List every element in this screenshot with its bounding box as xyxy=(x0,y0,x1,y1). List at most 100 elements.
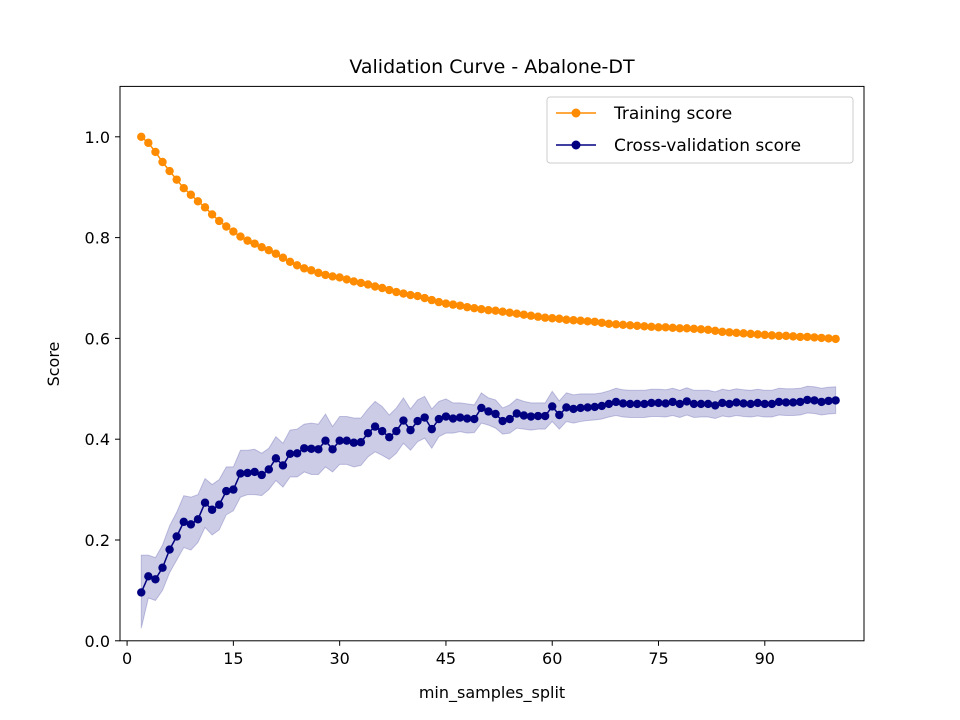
training-score-point xyxy=(526,311,536,320)
training-score-point xyxy=(441,299,451,308)
y-tick-label: 0.4 xyxy=(85,430,110,449)
cross-validation-score-point xyxy=(611,397,621,407)
x-tick-label: 30 xyxy=(329,649,349,668)
cross-validation-score-point xyxy=(392,426,401,436)
cross-validation-score-point xyxy=(562,403,571,412)
training-score-point xyxy=(427,295,436,305)
training-score-point xyxy=(625,321,635,330)
cross-validation-score-point xyxy=(484,407,493,416)
cross-validation-score-point xyxy=(151,575,160,584)
training-score-point xyxy=(399,289,408,298)
training-score-point xyxy=(463,302,472,312)
cross-validation-score-point xyxy=(803,395,812,405)
training-score-point xyxy=(788,332,798,341)
training-score-point xyxy=(222,222,231,231)
training-score-point xyxy=(264,246,273,255)
cross-validation-score-point xyxy=(243,468,252,478)
cross-validation-score-point xyxy=(689,399,699,409)
cross-validation-score-point xyxy=(165,545,174,554)
training-score-point xyxy=(356,278,366,288)
cross-validation-score-point xyxy=(370,422,380,431)
cross-validation-score-point xyxy=(285,449,295,459)
cross-validation-score-point xyxy=(292,449,302,458)
cross-validation-score-point xyxy=(257,470,266,480)
cross-validation-score-point xyxy=(661,399,670,408)
y-tick-label: 0.8 xyxy=(85,229,110,248)
chart-title: Validation Curve - Abalone-DT xyxy=(349,56,635,78)
training-score-point xyxy=(151,147,160,157)
cross-validation-score-point xyxy=(576,403,585,413)
cross-validation-score-point xyxy=(271,454,281,463)
cross-validation-score-point xyxy=(796,397,805,407)
training-score-point xyxy=(335,273,344,282)
training-score-point xyxy=(796,332,805,342)
cross-validation-score-point xyxy=(711,401,720,410)
cross-validation-score-point xyxy=(328,445,337,454)
cross-validation-score-point xyxy=(470,414,479,424)
training-score-point xyxy=(377,283,387,293)
cross-validation-score-point xyxy=(207,505,217,514)
cross-validation-score-point xyxy=(718,398,727,408)
cross-validation-score-point xyxy=(144,572,153,581)
y-tick-label: 0.6 xyxy=(85,329,110,348)
cross-validation-score-point xyxy=(448,414,458,423)
cross-validation-score-point xyxy=(732,398,741,407)
x-tick-label: 0 xyxy=(122,649,132,668)
cross-validation-score-point xyxy=(200,498,210,507)
training-score-point xyxy=(668,323,677,333)
cross-validation-score-point xyxy=(569,404,578,414)
training-score-point xyxy=(484,305,493,315)
training-score-point xyxy=(803,332,812,342)
cross-validation-score-point xyxy=(682,397,692,406)
training-score-point xyxy=(654,323,663,332)
training-score-point xyxy=(307,266,316,275)
cross-validation-score-point xyxy=(767,399,777,409)
legend-label-training: Training score xyxy=(613,104,732,124)
training-score-point xyxy=(753,330,762,339)
training-score-point xyxy=(512,309,521,318)
plot-frame xyxy=(119,85,865,642)
training-score-point xyxy=(831,334,840,344)
training-score-point xyxy=(434,297,444,307)
cross-validation-score-point xyxy=(788,398,798,407)
training-score-point xyxy=(271,249,281,258)
training-score-point xyxy=(760,330,769,340)
training-score-point xyxy=(285,257,295,266)
cross-validation-score-point xyxy=(633,399,642,409)
training-score-point xyxy=(633,321,642,330)
training-score-point xyxy=(533,312,543,321)
cross-validation-score-point xyxy=(597,401,607,411)
training-score-point xyxy=(725,328,734,337)
cross-validation-score-point xyxy=(696,399,706,409)
training-score-point xyxy=(519,310,529,319)
cross-validation-score-point xyxy=(604,399,614,409)
training-score-point xyxy=(455,301,465,310)
cross-validation-score-point xyxy=(519,411,529,420)
training-score-point xyxy=(640,322,649,331)
cross-validation-score-point xyxy=(781,398,791,407)
x-axis-ticks: 0 15 30 45 60 75 90 xyxy=(122,640,775,668)
cross-validation-score-point xyxy=(668,397,677,407)
training-score-point xyxy=(824,334,833,343)
training-score-point xyxy=(158,157,167,167)
training-score-point xyxy=(604,319,614,328)
plot-area xyxy=(120,86,864,641)
training-score-point xyxy=(661,323,670,332)
training-score-point xyxy=(321,270,330,280)
y-tick-label: 1.0 xyxy=(85,128,110,147)
x-tick-label: 75 xyxy=(648,649,668,668)
training-score-point xyxy=(711,326,720,336)
training-score-point xyxy=(470,303,479,313)
training-score-point xyxy=(682,324,692,333)
series-markers-layer xyxy=(137,132,840,597)
training-score-point xyxy=(611,320,621,329)
cross-validation-score-point xyxy=(505,414,514,424)
cross-validation-score-point xyxy=(526,412,536,421)
cross-validation-score-point xyxy=(236,469,245,478)
cross-validation-score-point xyxy=(186,520,196,529)
cross-validation-score-point xyxy=(222,486,231,496)
cross-validation-score-point xyxy=(477,403,486,413)
cross-validation-score-point xyxy=(229,485,238,494)
x-tick-label: 15 xyxy=(223,649,243,668)
cross-validation-score-point xyxy=(548,402,557,411)
